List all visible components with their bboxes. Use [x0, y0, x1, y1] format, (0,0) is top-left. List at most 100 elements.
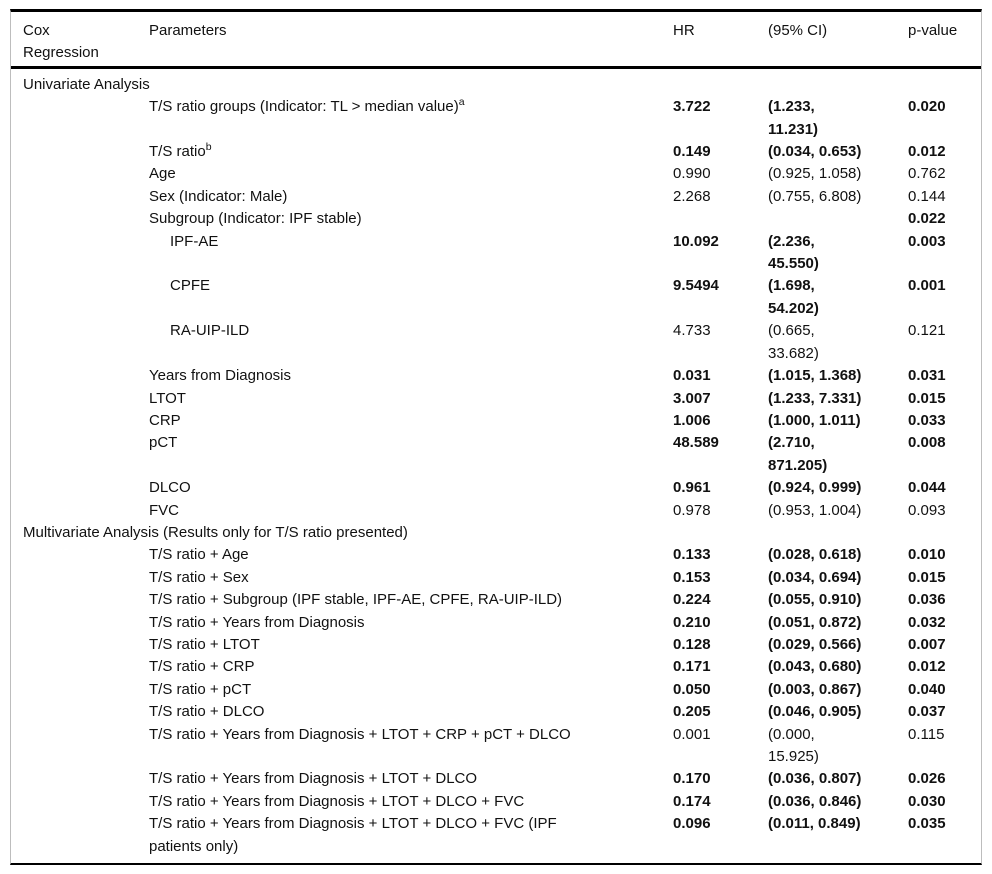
parameter-label: Age	[149, 165, 176, 183]
table-row: Sex (Indicator: Male) 2.268 (0.755, 6.80…	[11, 186, 981, 208]
p-value: 0.762	[908, 165, 946, 183]
table-row: RA-UIP-ILD 4.733 (0.665, 33.682) 0.121	[11, 320, 981, 365]
p-value: 0.001	[908, 277, 946, 295]
p-value: 0.003	[908, 232, 946, 250]
ci-value: (0.051, 0.872)	[768, 613, 862, 631]
parameter-cell: T/S ratio + Years from Diagnosis	[149, 612, 673, 634]
parameter-label: T/S ratio + Years from Diagnosis + LTOT …	[149, 725, 571, 743]
hr-value: 1.006	[673, 411, 711, 429]
hr-value: 0.174	[673, 792, 711, 810]
section-header-row: Multivariate Analysis (Results only for …	[11, 522, 981, 544]
table-row: T/S ratio groups (Indicator: TL > median…	[11, 96, 981, 141]
p-value: 0.036	[908, 591, 946, 609]
hr-value: 48.589	[673, 434, 719, 452]
table-row: T/S ratio + Years from Diagnosis + LTOT …	[11, 768, 981, 790]
ci-value: (2.236, 45.550)	[768, 232, 819, 273]
parameter-cell: CRP	[149, 410, 673, 432]
column-header-pvalue: p-value	[908, 22, 958, 39]
parameter-superscript: b	[205, 141, 212, 154]
p-value: 0.010	[908, 546, 946, 564]
parameter-label: T/S ratio	[149, 143, 206, 161]
hr-value: 0.128	[673, 635, 711, 653]
column-header-hr: HR	[673, 22, 695, 39]
hr-value: 0.224	[673, 591, 711, 609]
parameter-label: T/S ratio + Years from Diagnosis + LTOT …	[149, 792, 525, 810]
column-header-ci: (95% CI)	[768, 22, 828, 39]
parameter-cell: T/S ratio + Years from Diagnosis + LTOT …	[149, 724, 673, 769]
cox-regression-table: Cox Regression Parameters HR (95% CI) p-…	[10, 9, 982, 866]
parameter-cell: T/S ratio + Years from Diagnosis + LTOT …	[149, 768, 673, 790]
p-value: 0.121	[908, 322, 946, 340]
parameter-cell: Subgroup (Indicator: IPF stable)	[149, 208, 673, 230]
parameter-cell: CPFE	[149, 275, 673, 320]
hr-value: 0.001	[673, 725, 711, 743]
table-row: CPFE 9.5494 (1.698, 54.202) 0.001	[11, 275, 981, 320]
p-value: 0.032	[908, 613, 946, 631]
hr-value	[673, 208, 768, 230]
ci-value: (0.034, 0.653)	[768, 143, 862, 161]
hr-value: 0.961	[673, 479, 711, 497]
parameter-label: FVC	[149, 501, 179, 519]
p-value: 0.093	[908, 501, 946, 519]
hr-value: 0.210	[673, 613, 711, 631]
ci-value	[768, 208, 908, 230]
ci-value: (1.233, 7.331)	[768, 389, 862, 407]
parameter-cell: T/S ratio + DLCO	[149, 701, 673, 723]
hr-value: 3.722	[673, 98, 711, 116]
ci-value: (1.015, 1.368)	[768, 367, 862, 385]
table-header-row: Cox Regression Parameters HR (95% CI) p-…	[11, 12, 981, 69]
ci-value: (2.710, 871.205)	[768, 434, 828, 474]
p-value: 0.144	[908, 187, 946, 205]
parameter-cell: Years from Diagnosis	[149, 365, 673, 387]
table-row: T/S ratio + Years from Diagnosis 0.210 (…	[11, 612, 981, 634]
p-value: 0.026	[908, 770, 946, 788]
table-row: T/S ratio + Age 0.133 (0.028, 0.618) 0.0…	[11, 544, 981, 566]
ci-value: (0.029, 0.566)	[768, 635, 862, 653]
p-value: 0.040	[908, 680, 946, 698]
p-value: 0.022	[908, 210, 946, 228]
parameter-label: T/S ratio + Years from Diagnosis	[149, 613, 365, 631]
hr-value: 10.092	[673, 232, 719, 250]
ci-value: (1.698, 54.202)	[768, 277, 819, 317]
ci-value: (1.233, 11.231)	[768, 98, 819, 138]
ci-value: (0.755, 6.808)	[768, 187, 862, 205]
parameter-cell: T/S ratio groups (Indicator: TL > median…	[149, 96, 673, 141]
section-label: Multivariate Analysis (Results only for …	[23, 523, 408, 541]
hr-value: 0.050	[673, 680, 711, 698]
parameter-cell: T/S ratio + Years from Diagnosis + LTOT …	[149, 791, 673, 813]
parameter-label: RA-UIP-ILD	[170, 322, 250, 340]
hr-value: 0.171	[673, 658, 711, 676]
parameter-cell: RA-UIP-ILD	[149, 320, 673, 365]
table-row: LTOT 3.007 (1.233, 7.331) 0.015	[11, 388, 981, 410]
ci-value: (0.043, 0.680)	[768, 658, 862, 676]
column-header-cox-regression: Cox Regression	[23, 22, 99, 62]
parameter-label: T/S ratio + Sex	[149, 568, 249, 586]
table-row: T/S ratio + pCT 0.050 (0.003, 0.867) 0.0…	[11, 679, 981, 701]
parameter-cell: T/S ratio + Years from Diagnosis + LTOT …	[149, 813, 673, 858]
parameter-label: CRP	[149, 411, 181, 429]
p-value: 0.008	[908, 434, 946, 452]
hr-value: 0.990	[673, 165, 711, 183]
p-value: 0.115	[908, 725, 945, 743]
ci-value: (0.036, 0.807)	[768, 770, 862, 788]
p-value: 0.007	[908, 635, 946, 653]
hr-value: 0.205	[673, 703, 711, 721]
hr-value: 4.733	[673, 322, 711, 340]
ci-value: (0.036, 0.846)	[768, 792, 862, 810]
table-row: T/S ratio + Years from Diagnosis + LTOT …	[11, 724, 981, 769]
parameter-cell: T/S ratio + Subgroup (IPF stable, IPF-AE…	[149, 589, 673, 611]
parameter-label: LTOT	[149, 389, 186, 407]
p-value: 0.037	[908, 703, 946, 721]
parameter-label: CPFE	[170, 277, 211, 295]
hr-value: 0.096	[673, 815, 711, 833]
table-row: Years from Diagnosis 0.031 (1.015, 1.368…	[11, 365, 981, 387]
parameter-cell: IPF-AE	[149, 231, 673, 276]
hr-value: 0.978	[673, 501, 711, 519]
hr-value: 0.149	[673, 143, 711, 161]
p-value: 0.020	[908, 98, 946, 116]
table-row: T/S ratio + DLCO 0.205 (0.046, 0.905) 0.…	[11, 701, 981, 723]
table-row: IPF-AE 10.092 (2.236, 45.550) 0.003	[11, 231, 981, 276]
parameter-label: IPF-AE	[170, 232, 219, 250]
parameter-cell: T/S ratio + LTOT	[149, 634, 673, 656]
table-row: DLCO 0.961 (0.924, 0.999) 0.044	[11, 477, 981, 499]
